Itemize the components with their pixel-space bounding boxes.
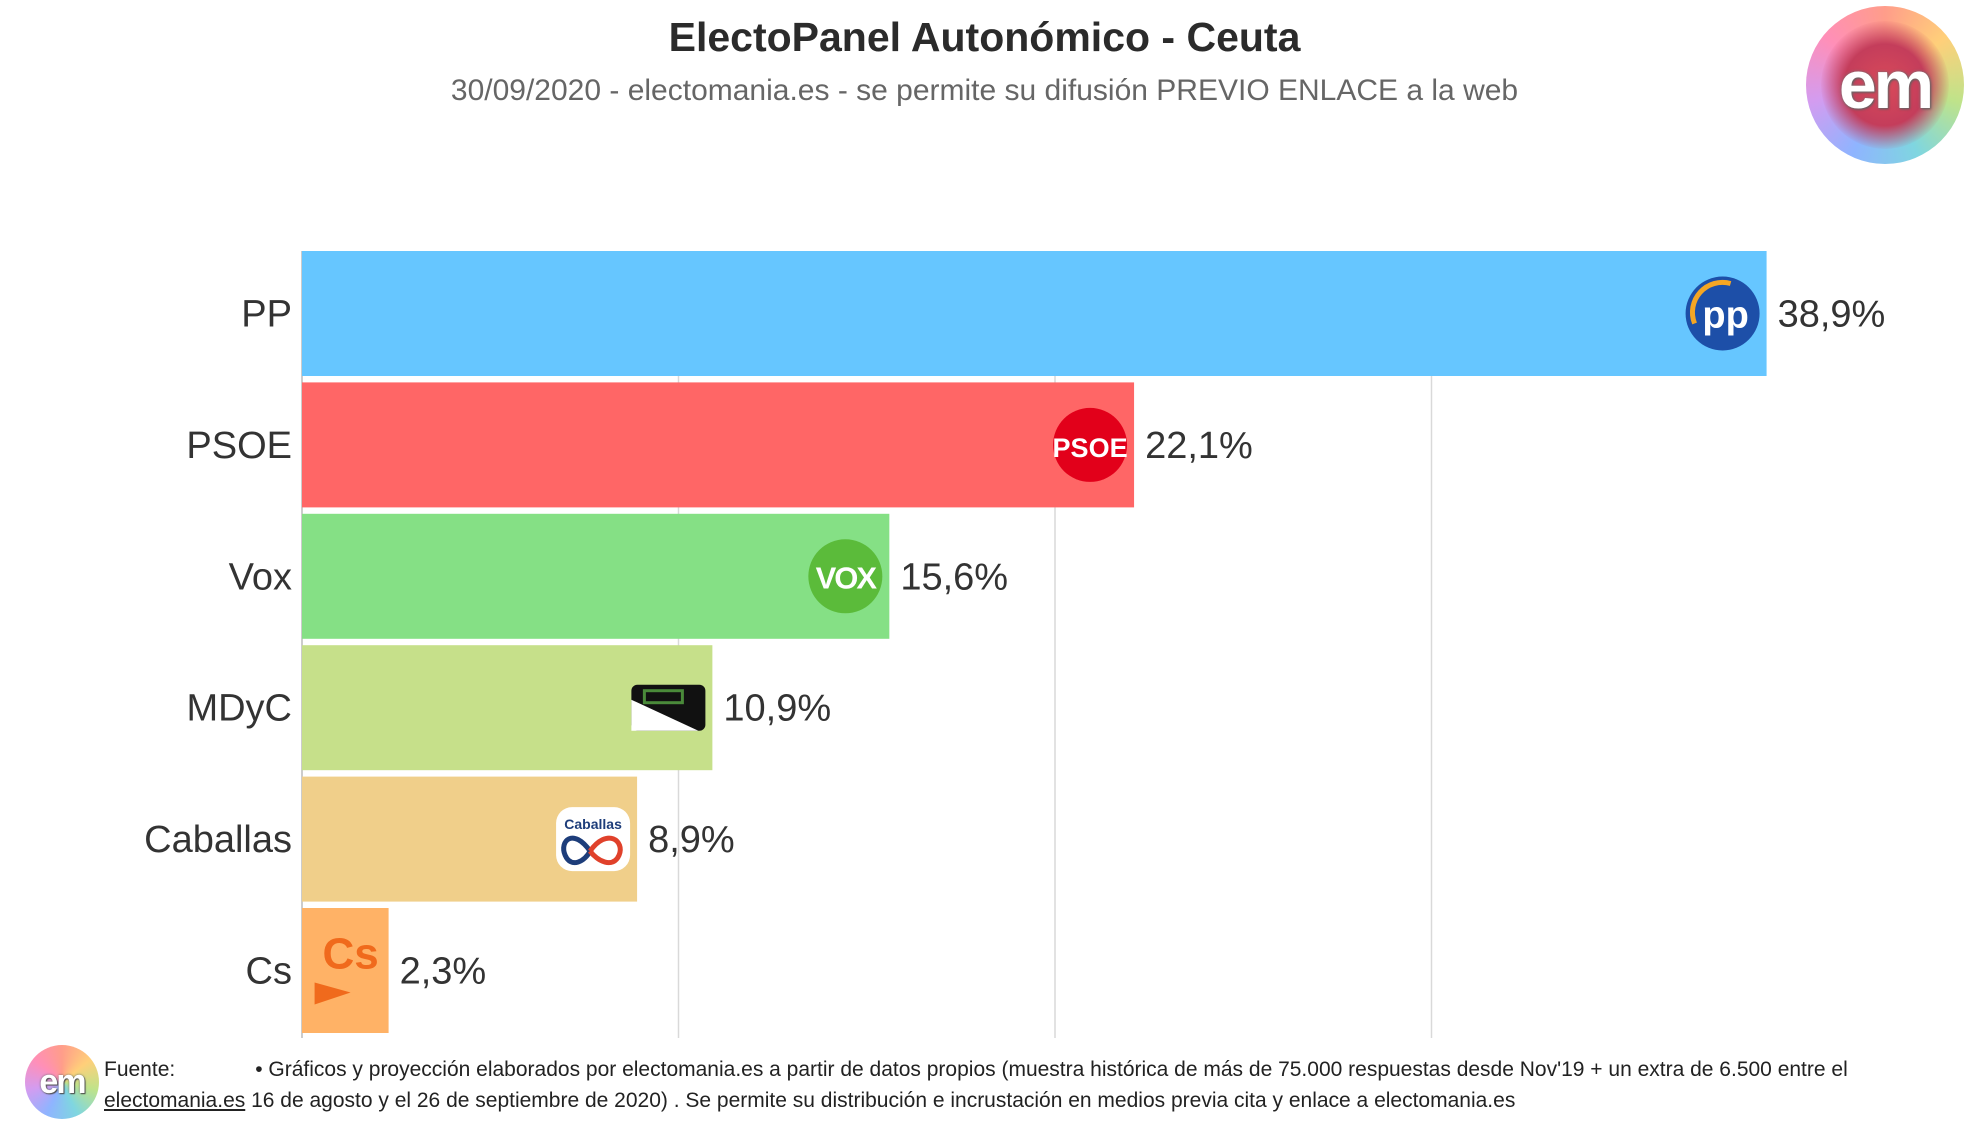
category-label: Vox <box>229 556 292 598</box>
category-label: Caballas <box>144 819 292 861</box>
value-label: 10,9% <box>723 688 831 730</box>
bar-pp <box>302 251 1767 376</box>
value-label: 8,9% <box>648 819 735 861</box>
psoe-logo: PSOE <box>1053 407 1128 482</box>
electomania-logo-text: em <box>1838 47 1934 123</box>
pp-logo: pp <box>1685 276 1760 351</box>
vox-logo: VOX <box>808 539 883 614</box>
caballas-logo-left-loop <box>561 835 593 866</box>
caballas-logo-bg <box>556 807 631 872</box>
footer-logo-text: em <box>39 1063 86 1101</box>
mdyc-logo <box>631 684 706 731</box>
footer-line-2: electomania.es 16 de agosto y el 26 de s… <box>104 1089 1515 1113</box>
psoe-logo-circle <box>1053 407 1128 482</box>
category-label: MDyC <box>186 688 292 730</box>
bar-vox <box>302 513 890 639</box>
bar-row-cs: Cs Cs 2,3% <box>246 908 487 1033</box>
cs-logo-text: Cs <box>322 930 378 979</box>
category-label: Cs <box>246 951 292 993</box>
cs-logo: Cs <box>314 930 379 1005</box>
category-label: PSOE <box>186 425 292 467</box>
mdyc-logo-mark <box>642 689 684 705</box>
footer-link[interactable]: electomania.es <box>104 1089 246 1112</box>
category-label: PP <box>241 294 292 336</box>
cs-logo-chevron <box>314 982 351 1005</box>
value-label: 15,6% <box>900 556 1008 598</box>
vox-logo-text: VOX <box>816 560 878 595</box>
bar-row-vox: Vox VOX 15,6% <box>229 513 1008 639</box>
electomania-logo[interactable]: em <box>1806 6 1964 164</box>
caballas-logo-text: Caballas <box>564 816 622 832</box>
gridlines <box>301 251 1433 1038</box>
caballas-logo: Caballas <box>556 807 631 872</box>
value-label: 22,1% <box>1145 425 1253 467</box>
psoe-logo-text: PSOE <box>1053 433 1128 463</box>
bar-row-mdyc: MDyC 10,9% <box>186 645 831 771</box>
footer-text-2: 16 de agosto y el 26 de septiembre de 20… <box>251 1089 1516 1112</box>
electomania-logo-inner: em <box>1821 21 1949 149</box>
pp-logo-circle <box>1685 276 1760 351</box>
pp-logo-gull <box>1690 279 1732 325</box>
value-label: 2,3% <box>400 951 487 993</box>
chart-subtitle: 30/09/2020 - electomania.es - se permite… <box>450 74 1519 107</box>
bar-psoe <box>302 382 1135 508</box>
footer-text-1: • Gráficos y proyección elaborados por e… <box>255 1058 1848 1081</box>
value-label: 38,9% <box>1778 294 1886 336</box>
footer-source-label: Fuente: <box>104 1058 176 1081</box>
bar-row-psoe: PSOE PSOE 22,1% <box>186 382 1253 508</box>
vox-logo-circle <box>808 539 883 614</box>
bar-row-pp: PP pp 38,9% <box>241 251 1885 376</box>
bar-cs <box>302 908 389 1033</box>
chart-title: ElectoPanel Autonómico - Ceuta <box>668 14 1301 60</box>
mdyc-logo-stripe <box>631 699 699 731</box>
pp-logo-text: pp <box>1702 295 1748 337</box>
footer-line-1: Fuente: • Gráficos y proyección elaborado… <box>104 1058 1848 1082</box>
bar-row-caballas: Caballas Caballas 8,9% <box>144 776 735 902</box>
caballas-logo-right-loop <box>588 835 623 866</box>
footer-electomania-logo[interactable]: em <box>25 1045 99 1119</box>
